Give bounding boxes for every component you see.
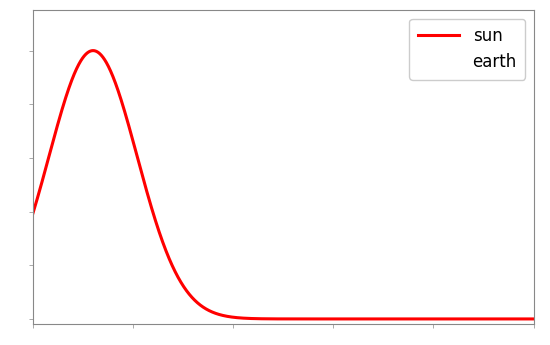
sun [222,314,228,318]
earth [530,299,537,303]
earth [243,248,250,252]
Line: sun: sun [33,51,534,319]
earth [330,223,337,227]
earth [117,303,123,307]
earth [222,259,228,263]
sun [87,49,94,53]
Line: earth: earth [33,225,534,317]
sun [244,316,250,321]
sun [520,317,527,321]
earth [30,315,36,319]
Legend: sun, earth: sun, earth [409,19,525,80]
earth [466,273,473,277]
earth [87,309,94,313]
sun [530,317,537,321]
sun [30,211,36,215]
sun [117,94,123,98]
sun [90,49,96,53]
sun [466,317,473,321]
earth [520,296,527,300]
